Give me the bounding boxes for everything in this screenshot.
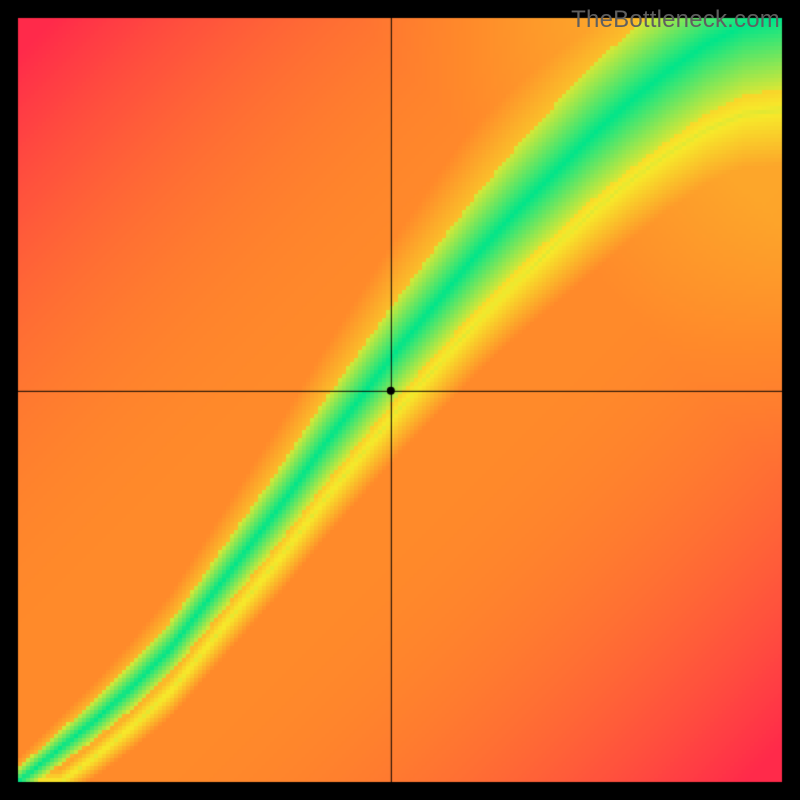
watermark-text: TheBottleneck.com [571, 6, 780, 34]
heatmap-canvas [0, 0, 800, 800]
chart-container: TheBottleneck.com [0, 0, 800, 800]
